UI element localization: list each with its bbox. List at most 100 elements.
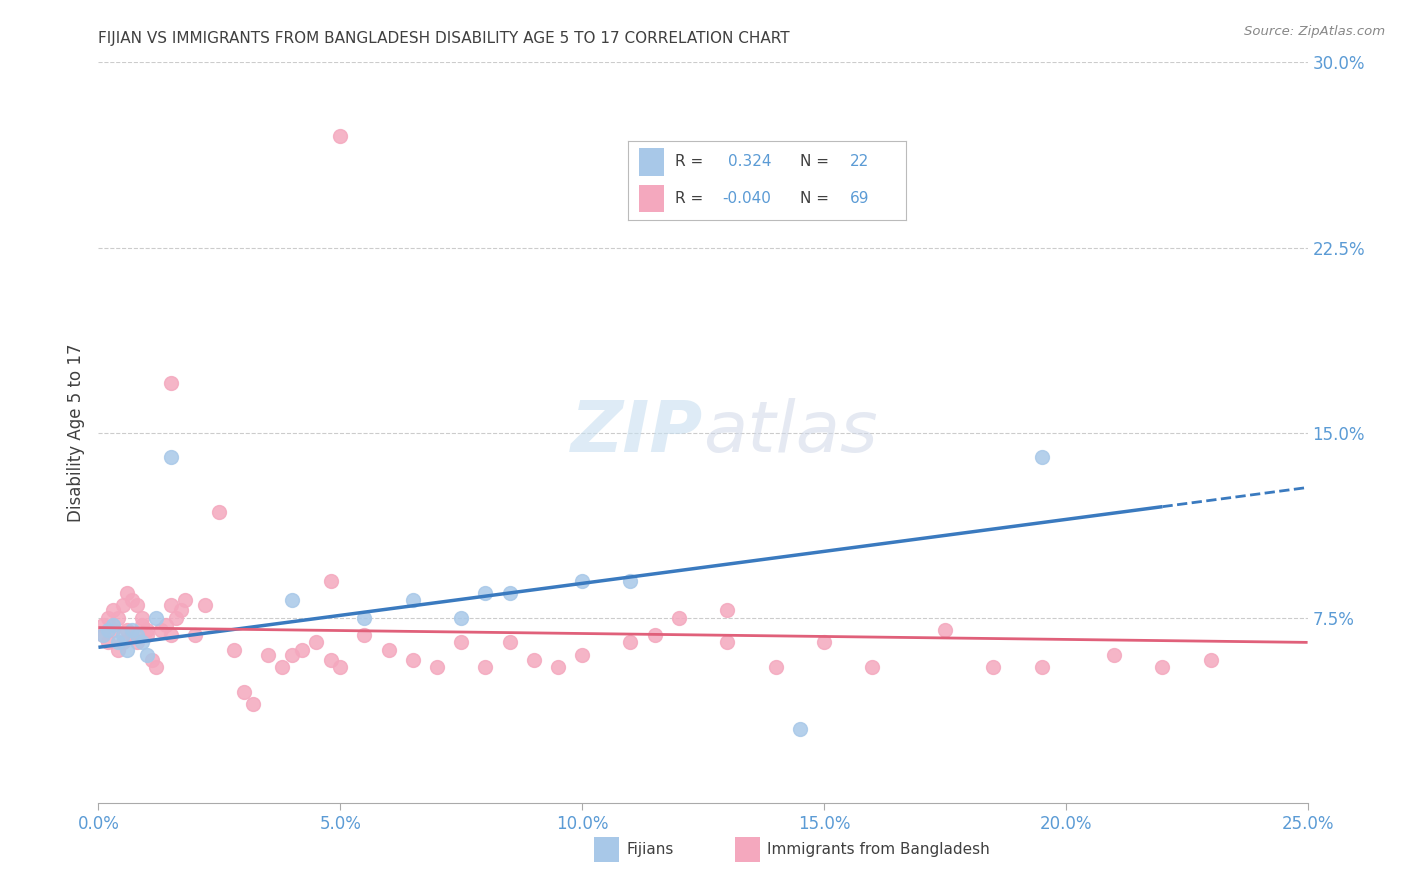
Point bbox=[981, 660, 1004, 674]
Point bbox=[135, 628, 157, 642]
Point bbox=[281, 593, 304, 607]
Point bbox=[934, 623, 956, 637]
Point bbox=[117, 586, 139, 600]
Point bbox=[97, 623, 120, 637]
Bar bbox=[640, 185, 664, 212]
Point bbox=[145, 610, 167, 624]
Point bbox=[523, 653, 546, 667]
Point bbox=[281, 648, 304, 662]
Point bbox=[121, 628, 143, 642]
Point bbox=[498, 635, 520, 649]
Point bbox=[571, 574, 593, 588]
Y-axis label: Disability Age 5 to 17: Disability Age 5 to 17 bbox=[66, 343, 84, 522]
Point bbox=[160, 450, 183, 465]
Point bbox=[474, 660, 496, 674]
Point bbox=[135, 648, 157, 662]
Point bbox=[127, 635, 149, 649]
Point bbox=[155, 618, 177, 632]
Point bbox=[194, 599, 217, 613]
Point bbox=[135, 623, 157, 637]
Point bbox=[174, 593, 197, 607]
Point bbox=[450, 635, 472, 649]
Point bbox=[117, 623, 139, 637]
Point bbox=[101, 618, 124, 632]
Point bbox=[789, 722, 811, 736]
Point bbox=[111, 628, 134, 642]
Point bbox=[127, 628, 149, 642]
Point bbox=[111, 635, 134, 649]
Point bbox=[571, 648, 593, 662]
Point bbox=[860, 660, 883, 674]
Point bbox=[127, 599, 149, 613]
Point bbox=[290, 642, 312, 657]
Text: FIJIAN VS IMMIGRANTS FROM BANGLADESH DISABILITY AGE 5 TO 17 CORRELATION CHART: FIJIAN VS IMMIGRANTS FROM BANGLADESH DIS… bbox=[98, 31, 790, 46]
Point bbox=[1031, 660, 1053, 674]
Text: R =: R = bbox=[675, 154, 703, 169]
Point bbox=[716, 635, 738, 649]
Point bbox=[222, 642, 245, 657]
Point bbox=[1152, 660, 1174, 674]
Point bbox=[271, 660, 294, 674]
Point bbox=[141, 653, 163, 667]
Point bbox=[232, 685, 254, 699]
Point bbox=[160, 376, 183, 391]
Text: 0.324: 0.324 bbox=[728, 154, 772, 169]
Text: N =: N = bbox=[800, 154, 830, 169]
Text: 69: 69 bbox=[851, 191, 870, 206]
Point bbox=[498, 586, 520, 600]
Point bbox=[644, 628, 666, 642]
Point bbox=[145, 660, 167, 674]
Text: Immigrants from Bangladesh: Immigrants from Bangladesh bbox=[768, 842, 990, 857]
Text: R =: R = bbox=[675, 191, 703, 206]
Point bbox=[91, 618, 114, 632]
Point bbox=[353, 628, 375, 642]
Point bbox=[619, 574, 641, 588]
Text: atlas: atlas bbox=[703, 398, 877, 467]
Point bbox=[402, 653, 425, 667]
Point bbox=[329, 660, 352, 674]
Point bbox=[1102, 648, 1125, 662]
Point bbox=[329, 129, 352, 144]
Point bbox=[131, 618, 153, 632]
Point bbox=[169, 603, 191, 617]
Point bbox=[184, 628, 207, 642]
Point bbox=[619, 635, 641, 649]
Point bbox=[91, 628, 114, 642]
Point bbox=[716, 603, 738, 617]
Point bbox=[1199, 653, 1222, 667]
Point bbox=[668, 610, 690, 624]
Point bbox=[101, 603, 124, 617]
Text: N =: N = bbox=[800, 191, 830, 206]
Point bbox=[101, 623, 124, 637]
Point bbox=[208, 505, 231, 519]
Point bbox=[160, 628, 183, 642]
Point bbox=[474, 586, 496, 600]
Point bbox=[547, 660, 569, 674]
Point bbox=[319, 653, 342, 667]
Text: Source: ZipAtlas.com: Source: ZipAtlas.com bbox=[1244, 25, 1385, 38]
Point bbox=[117, 642, 139, 657]
Bar bbox=[640, 148, 664, 176]
Point bbox=[97, 610, 120, 624]
Text: Fijians: Fijians bbox=[627, 842, 673, 857]
Point bbox=[111, 599, 134, 613]
Point bbox=[91, 628, 114, 642]
Point bbox=[242, 697, 264, 711]
Point bbox=[813, 635, 835, 649]
Point bbox=[353, 610, 375, 624]
Text: -0.040: -0.040 bbox=[723, 191, 772, 206]
Point bbox=[160, 599, 183, 613]
Point bbox=[131, 635, 153, 649]
Point bbox=[97, 635, 120, 649]
Point bbox=[121, 593, 143, 607]
Point bbox=[256, 648, 278, 662]
Point bbox=[402, 593, 425, 607]
Point bbox=[1031, 450, 1053, 465]
Point bbox=[107, 635, 129, 649]
Point bbox=[319, 574, 342, 588]
Point bbox=[165, 610, 187, 624]
Point bbox=[305, 635, 328, 649]
Point bbox=[107, 642, 129, 657]
Point bbox=[131, 610, 153, 624]
Point bbox=[765, 660, 787, 674]
